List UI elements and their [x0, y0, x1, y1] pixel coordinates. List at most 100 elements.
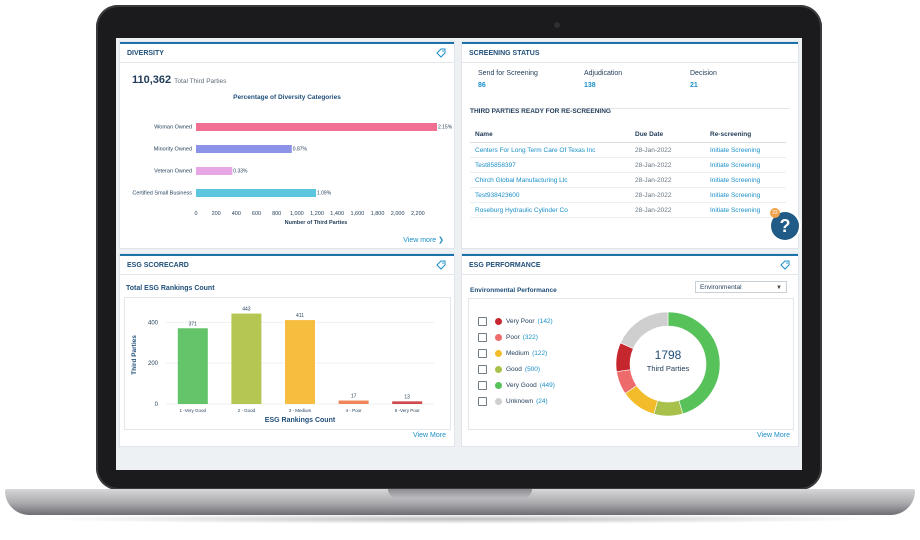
initiate-screening-link[interactable]: Initiate Screening [705, 142, 786, 158]
table-row: Test938423600 28-Jan-2022 Initiate Scree… [470, 187, 786, 203]
category-select[interactable]: Environmental ▼ [695, 281, 787, 293]
third-party-name-link[interactable]: Centers For Long Term Care Of Texas Inc [470, 142, 630, 158]
bar [285, 320, 315, 404]
stat-send-for-screening[interactable]: Send for Screening 86 [478, 70, 538, 89]
legend-color-dot [495, 381, 502, 389]
legend-checkbox[interactable] [478, 396, 487, 406]
stats-divider [470, 64, 790, 109]
scorecard-chart-box [124, 297, 451, 430]
x-tick-label: 1,400 [330, 211, 344, 217]
x-tick-label: 2,000 [391, 211, 405, 217]
third-party-name-link[interactable]: Chirch Global Manufacturing Llc [470, 172, 630, 188]
performance-title: ESG PERFORMANCE [469, 261, 541, 269]
tag-icon[interactable] [780, 260, 790, 270]
third-party-name-link[interactable]: Test938423600 [470, 187, 630, 203]
legend-checkbox[interactable] [478, 364, 487, 374]
legend-count: (322) [522, 333, 538, 341]
legend-item-very-good[interactable]: Very Good (449) [478, 380, 555, 390]
help-button[interactable]: ? [771, 212, 799, 240]
x-tick-label: 2,200 [411, 211, 425, 217]
tag-icon[interactable] [436, 48, 446, 58]
initiate-screening-link[interactable]: Initiate Screening [705, 157, 786, 173]
total-label: Total Third Parties [174, 78, 227, 85]
stat-decision[interactable]: Decision 21 [690, 70, 717, 89]
stat-label: Send for Screening [478, 70, 538, 77]
donut-slice-unknown [620, 311, 669, 349]
bar [196, 167, 233, 175]
diversity-panel: DIVERSITY 110,362 Total Third Parties Per… [120, 42, 454, 248]
due-date: 28-Jan-2022 [630, 172, 705, 188]
initiate-screening-link[interactable]: Initiate Screening [705, 202, 786, 218]
scorecard-title: ESG SCORECARD [127, 261, 189, 269]
x-tick-label: 2 - Good [238, 408, 256, 413]
x-tick-label: 0 [194, 211, 197, 217]
initiate-screening-link[interactable]: Initiate Screening [705, 172, 786, 188]
table-row: Chirch Global Manufacturing Llc 28-Jan-2… [470, 172, 786, 188]
esg-rankings-chart: 0 200 400 Third Parties 371 1 -Very Good 443 2 … [131, 307, 434, 424]
legend-item-unknown[interactable]: Unknown (24) [478, 396, 548, 406]
initiate-screening-link[interactable]: Initiate Screening [705, 187, 786, 203]
stat-value[interactable]: 86 [478, 82, 486, 89]
scorecard-view-more-link[interactable]: View More [413, 432, 446, 439]
performance-chart-box [468, 298, 794, 430]
legend-checkbox[interactable] [478, 380, 487, 390]
donut-center-value: 1798 [654, 348, 682, 362]
screening-title: SCREENING STATUS [469, 49, 540, 57]
total-value: 110,362 [132, 74, 172, 86]
panel-header: ESG SCORECARD [120, 256, 454, 275]
performance-donut-chart [615, 311, 721, 417]
legend-label: Good [506, 365, 522, 373]
performance-view-more-link[interactable]: View More [757, 432, 790, 439]
category-label: Minority Owned [154, 147, 192, 153]
diversity-chart: Percentage of Diversity Categories Woman … [132, 94, 453, 226]
donut-center-label: Third Parties [646, 364, 690, 373]
laptop-shadow [30, 514, 890, 524]
chevron-right-icon: ❯ [436, 237, 444, 244]
performance-subtitle: Environmental Performance [470, 287, 557, 294]
third-party-name-link[interactable]: Roseburg Hydraulic Cylinder Co [470, 202, 630, 218]
bar-value-label: 2.15% [438, 125, 453, 131]
y-tick-label: 200 [148, 361, 159, 367]
due-date: 28-Jan-2022 [630, 142, 705, 158]
help-badge: 22 [770, 208, 780, 218]
bar-value-label: 0.33% [233, 169, 248, 175]
panel-header: ESG PERFORMANCE [462, 256, 798, 275]
legend-checkbox[interactable] [478, 316, 487, 326]
third-party-name-link[interactable]: Test85858397 [470, 157, 630, 173]
select-value: Environmental [700, 284, 742, 291]
legend-count: (142) [537, 317, 553, 325]
legend-label: Unknown [506, 397, 534, 405]
bar-value-label: 411 [296, 313, 304, 319]
legend-checkbox[interactable] [478, 348, 487, 358]
x-axis-label: Number of Third Parties [285, 220, 348, 226]
bar [177, 328, 208, 404]
bar-value-label: 0.87% [293, 147, 308, 153]
legend-count: (500) [524, 365, 541, 373]
legend-item-medium[interactable]: Medium (122) [478, 348, 547, 358]
bar-value-label: 13 [404, 394, 410, 400]
view-more-label: View more [403, 237, 437, 244]
legend-item-good[interactable]: Good (500) [478, 364, 540, 374]
due-date: 28-Jan-2022 [630, 157, 705, 173]
x-tick-label: 1,600 [350, 211, 364, 217]
stat-adjudication[interactable]: Adjudication 138 [584, 70, 622, 89]
bar [392, 401, 423, 404]
stat-label: Adjudication [584, 70, 623, 77]
legend-item-very-poor[interactable]: Very Poor (142) [478, 316, 553, 326]
legend-color-dot [495, 365, 502, 373]
x-tick-label: 1,200 [310, 211, 324, 217]
screening-panel: SCREENING STATUS Send for Screening 86 A… [462, 42, 798, 248]
diversity-view-more-link[interactable]: View more ❯ [403, 236, 444, 244]
rescreening-table: Name Due Date Re-screening Centers For L… [470, 127, 786, 218]
scorecard-subtitle: Total ESG Rankings Count [126, 285, 215, 292]
x-tick-label: 1,800 [371, 211, 385, 217]
x-tick-label: 3 - Medium [289, 408, 312, 413]
tag-icon[interactable] [436, 260, 446, 270]
esg-scorecard-panel: ESG SCORECARD Total ESG Rankings Count 0… [120, 254, 454, 446]
legend-color-dot [495, 349, 502, 357]
legend-checkbox[interactable] [478, 332, 487, 342]
stat-value[interactable]: 21 [690, 82, 698, 89]
legend-item-poor[interactable]: Poor (322) [478, 332, 538, 342]
rescreening-section-title: THIRD PARTIES READY FOR RE-SCREENING [470, 108, 611, 115]
stat-value[interactable]: 138 [584, 82, 596, 89]
